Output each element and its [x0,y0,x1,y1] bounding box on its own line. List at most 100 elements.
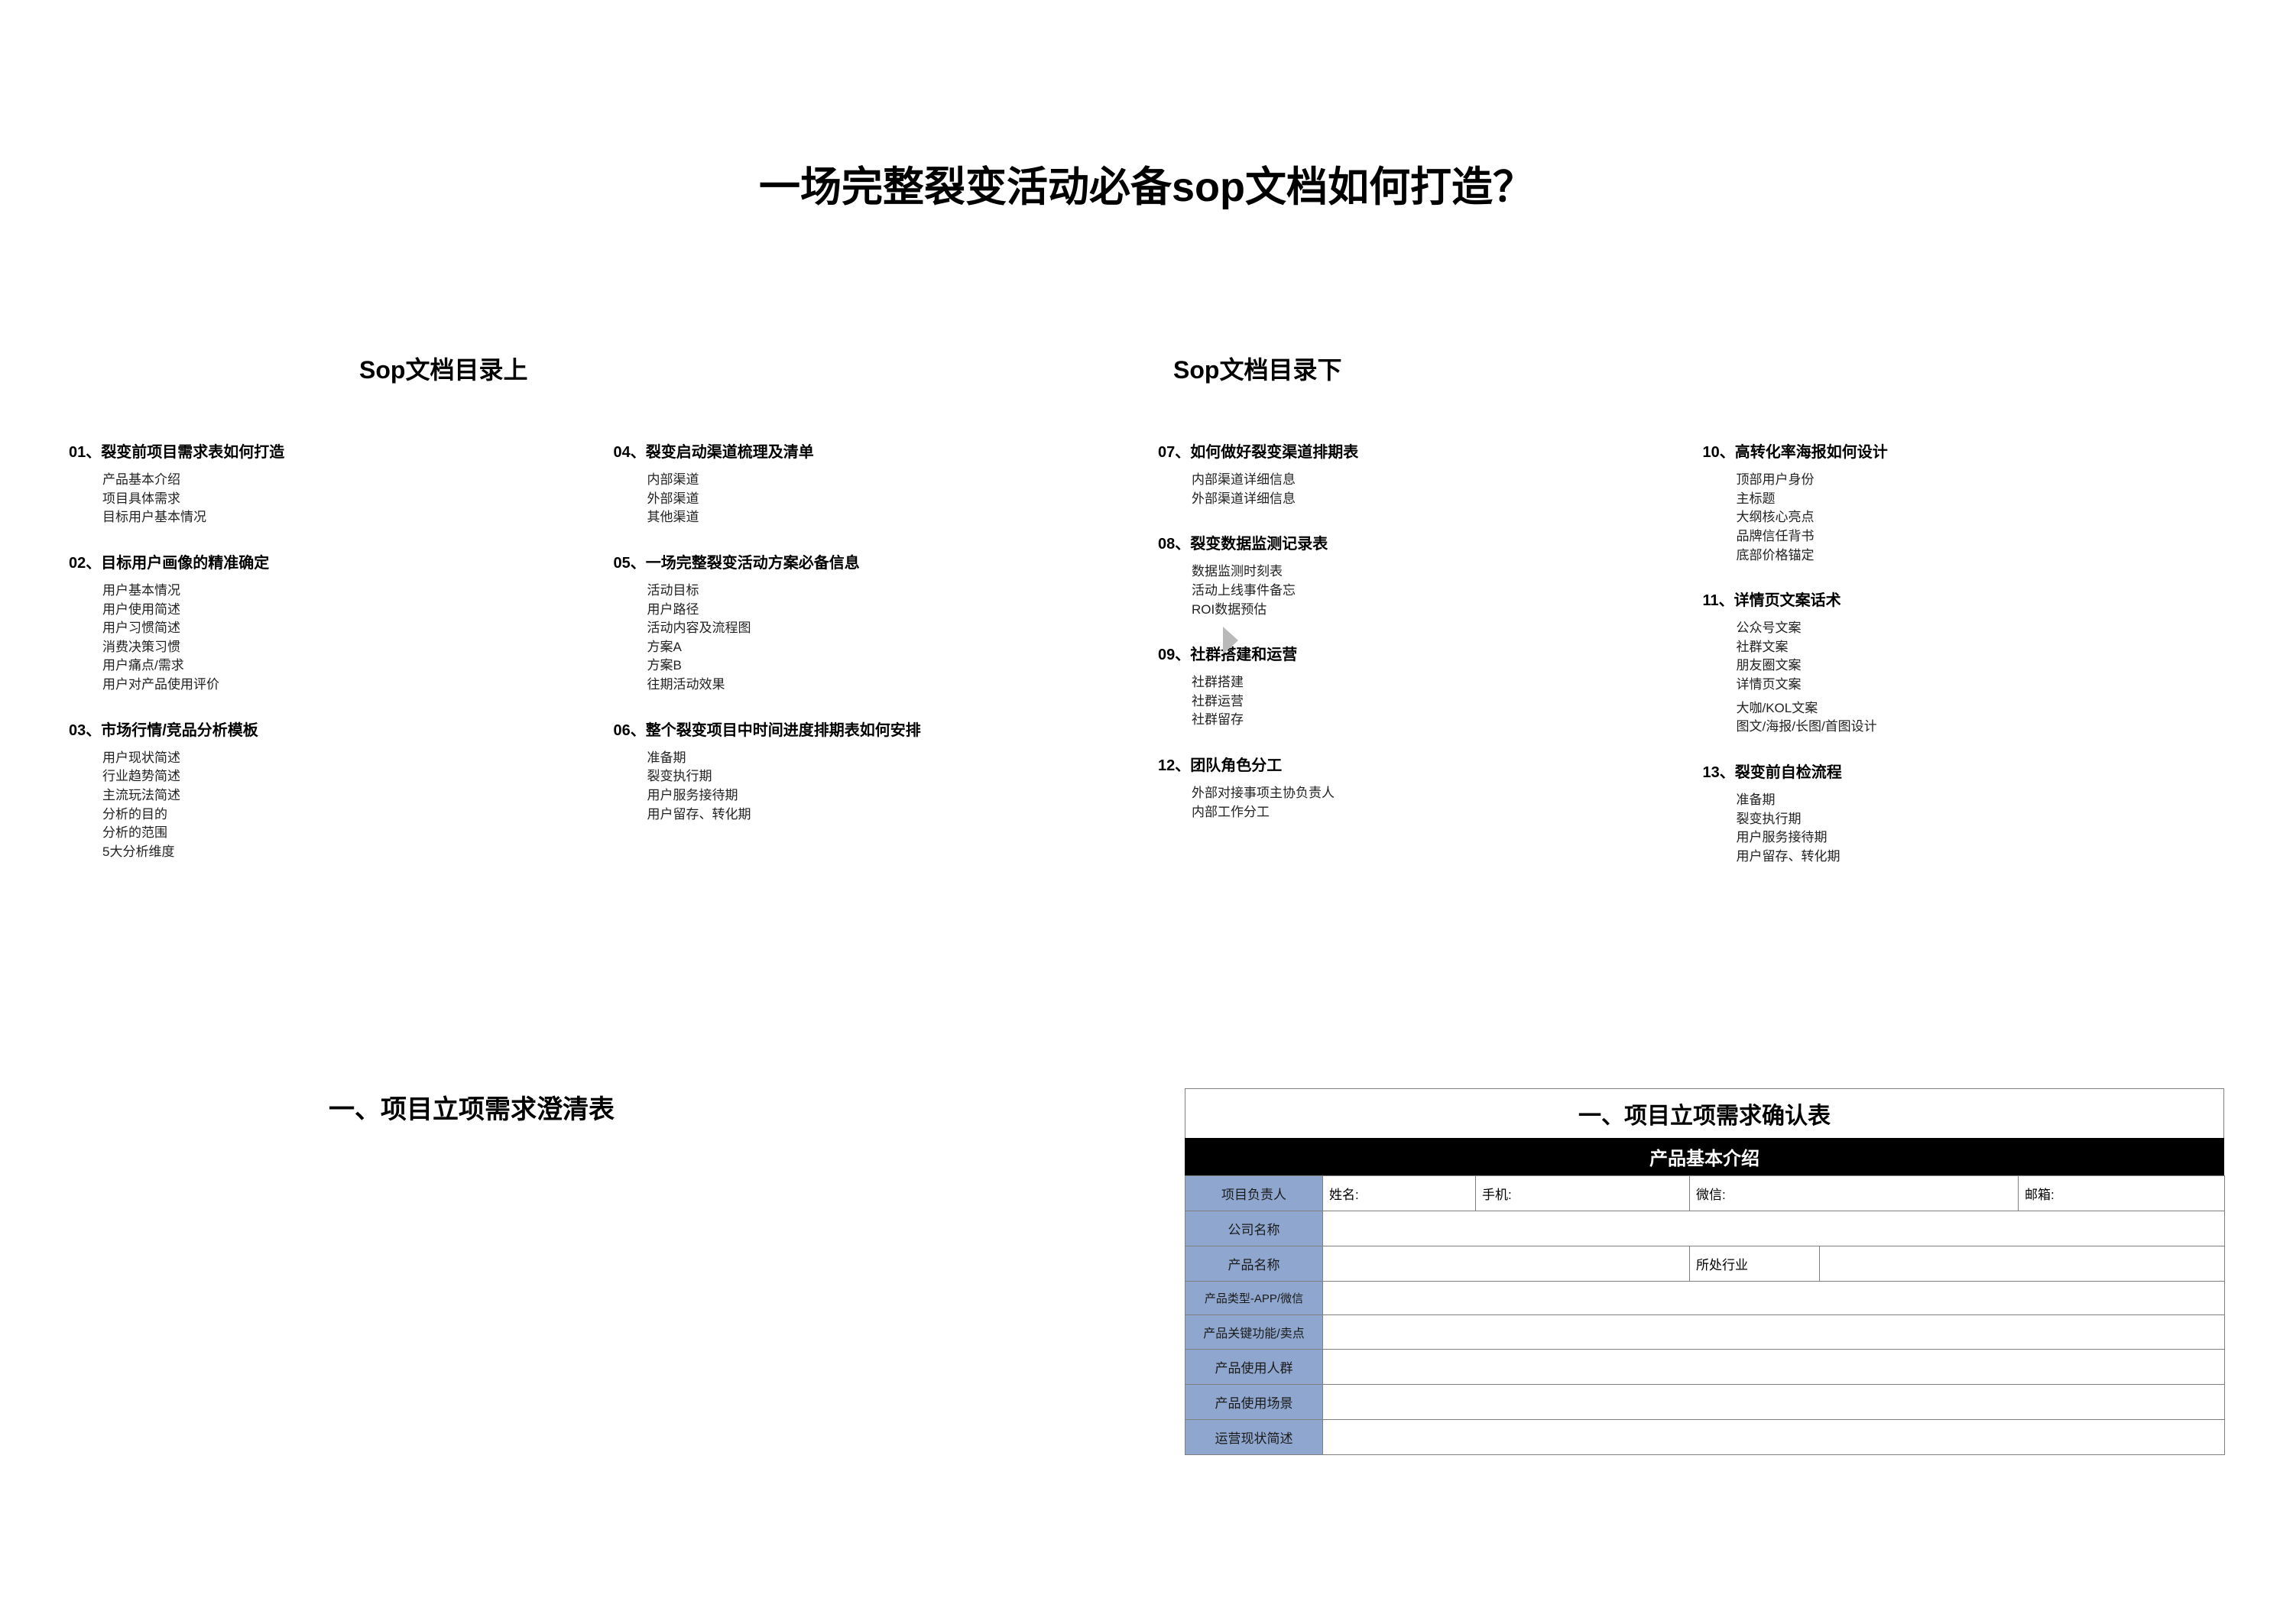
table-row: 产品使用场景 [1185,1384,2225,1419]
table-row: 产品类型-APP/微信 [1185,1281,2225,1314]
divider-arrow-icon [1223,627,1238,654]
toc-item: 往期活动效果 [647,676,1136,695]
toc-item: 方案A [647,638,1136,657]
toc-item: 数据监测时刻表 [1192,562,1680,582]
toc-item: 品牌信任背书 [1737,527,2225,546]
toc-section-06: 06、整个裂变项目中时间进度排期表如何安排 准备期 裂变执行期 用户服务接待期 … [614,718,1136,825]
row-label: 产品名称 [1185,1246,1323,1281]
toc-section-01: 01、裂变前项目需求表如何打造 产品基本介绍 项目具体需求 目标用户基本情况 [69,439,591,527]
toc-section-08: 08、裂变数据监测记录表 数据监测时刻表 活动上线事件备忘 ROI数据预估 [1158,531,1680,619]
toc-item: 方案B [647,656,1136,676]
toc-item: 活动内容及流程图 [647,619,1136,638]
toc-section-12: 12、团队角色分工 外部对接事项主协负责人 内部工作分工 [1158,753,1680,822]
toc-item: 5大分析维度 [102,843,591,862]
toc-title: 13、裂变前自检流程 [1703,760,2225,782]
toc-title: 06、整个裂变项目中时间进度排期表如何安排 [614,718,1136,740]
toc-item: 主标题 [1737,490,2225,509]
toc-item: 用户留存、转化期 [1737,848,2225,867]
toc-col-2: Sop文档目录下 07、如何做好裂变渠道排期表 内部渠道详细信息 外部渠道详细信… [1158,351,2224,890]
toc-item: 目标用户基本情况 [102,508,591,527]
toc-item: 社群留存 [1192,711,1680,730]
toc-item: 社群搭建 [1192,673,1680,692]
toc-item: 主流玩法简述 [102,786,591,806]
toc-item: 用户服务接待期 [647,786,1136,806]
table-row: 产品使用人群 [1185,1349,2225,1384]
field-value [1323,1384,2225,1419]
field-value [1323,1211,2225,1246]
toc-item: 用户习惯简述 [102,619,591,638]
section-two: 一、项目立项需求澄清表 一、项目立项需求确认表 产品基本介绍 项目负责人 姓名:… [0,1088,2293,1516]
field-industry-label: 所处行业 [1690,1246,1820,1281]
toc-section-03: 03、市场行情/竞品分析模板 用户现状简述 行业趋势简述 主流玩法简述 分析的目… [69,718,591,862]
toc-item: 用户对产品使用评价 [102,676,591,695]
row-label: 产品使用人群 [1185,1349,1323,1384]
toc-item: 用户服务接待期 [1737,828,2225,848]
toc-item: 分析的目的 [102,806,591,825]
toc-item: 项目具体需求 [102,490,591,509]
field-value [1323,1349,2225,1384]
row-label: 公司名称 [1185,1211,1323,1246]
toc-title: 12、团队角色分工 [1158,753,1680,775]
table-row: 产品关键功能/卖点 [1185,1314,2225,1349]
toc-item: 用户路径 [647,601,1136,620]
toc-item: 行业趋势简述 [102,767,591,786]
toc-section-11: 11、详情页文案话术 公众号文案 社群文案 朋友圈文案 详情页文案 大咖/KOL… [1703,588,2225,737]
toc-section-07: 07、如何做好裂变渠道排期表 内部渠道详细信息 外部渠道详细信息 [1158,439,1680,508]
toc-item: 详情页文案 [1737,676,2225,695]
toc-title: 10、高转化率海报如何设计 [1703,439,2225,462]
toc-item: 底部价格锚定 [1737,546,2225,566]
toc-item: 准备期 [647,749,1136,768]
field-value [1323,1419,2225,1454]
field-name: 姓名: [1323,1175,1476,1211]
section-two-heading: 一、项目立项需求澄清表 [329,1088,1017,1126]
toc-item: 活动上线事件备忘 [1192,582,1680,601]
toc-title: 07、如何做好裂变渠道排期表 [1158,439,1680,462]
toc-item: 用户基本情况 [102,582,591,601]
toc-title: 02、目标用户画像的精准确定 [69,550,591,572]
col-heading-left: Sop文档目录上 [359,351,1135,386]
toc-item: 顶部用户身份 [1737,471,2225,490]
toc-item: 图文/海报/长图/首图设计 [1737,718,2225,737]
toc-title: 08、裂变数据监测记录表 [1158,531,1680,553]
field-phone: 手机: [1476,1175,1690,1211]
toc-title: 05、一场完整裂变活动方案必备信息 [614,550,1136,572]
toc-item: 其他渠道 [647,508,1136,527]
toc-item: ROI数据预估 [1192,601,1680,620]
toc-section-02: 02、目标用户画像的精准确定 用户基本情况 用户使用简述 用户习惯简述 消费决策… [69,550,591,695]
field-value [1323,1246,1690,1281]
col-heading-right: Sop文档目录下 [1173,351,2224,386]
page-title: 一场完整裂变活动必备sop文档如何打造？ [0,153,2293,213]
toc-item: 分析的范围 [102,824,591,843]
field-email: 邮箱: [2019,1175,2225,1211]
row-label: 产品关键功能/卖点 [1185,1314,1323,1349]
toc-item: 准备期 [1737,791,2225,810]
table-row: 项目负责人 姓名: 手机: 微信: 邮箱: [1185,1175,2225,1211]
table-row: 产品名称 所处行业 [1185,1246,2225,1281]
toc-item: 大纲核心亮点 [1737,508,2225,527]
toc-item: 外部渠道详细信息 [1192,490,1680,509]
toc-item: 内部渠道 [647,471,1136,490]
toc-item: 裂变执行期 [647,767,1136,786]
toc-col-1: Sop文档目录上 01、裂变前项目需求表如何打造 产品基本介绍 项目具体需求 目… [69,351,1135,890]
toc-item: 外部渠道 [647,490,1136,509]
toc-item: 产品基本介绍 [102,471,591,490]
toc-item: 大咖/KOL文案 [1737,699,2225,718]
toc-columns: Sop文档目录上 01、裂变前项目需求表如何打造 产品基本介绍 项目具体需求 目… [0,351,2293,890]
field-value [1323,1281,2225,1314]
toc-item: 社群文案 [1737,638,2225,657]
toc-item: 内部工作分工 [1192,803,1680,822]
toc-title: 04、裂变启动渠道梳理及清单 [614,439,1136,462]
toc-item: 用户痛点/需求 [102,656,591,676]
field-wechat: 微信: [1690,1175,2019,1211]
toc-section-10: 10、高转化率海报如何设计 顶部用户身份 主标题 大纲核心亮点 品牌信任背书 底… [1703,439,2225,565]
field-value [1820,1246,2225,1281]
form-main-title: 一、项目立项需求确认表 [1185,1088,2224,1138]
toc-item: 裂变执行期 [1737,810,2225,829]
field-value [1323,1314,2225,1349]
toc-title: 03、市场行情/竞品分析模板 [69,718,591,740]
toc-item: 公众号文案 [1737,619,2225,638]
toc-item: 用户现状简述 [102,749,591,768]
row-label: 运营现状简述 [1185,1419,1323,1454]
table-row: 运营现状简述 [1185,1419,2225,1454]
toc-section-13: 13、裂变前自检流程 准备期 裂变执行期 用户服务接待期 用户留存、转化期 [1703,760,2225,867]
